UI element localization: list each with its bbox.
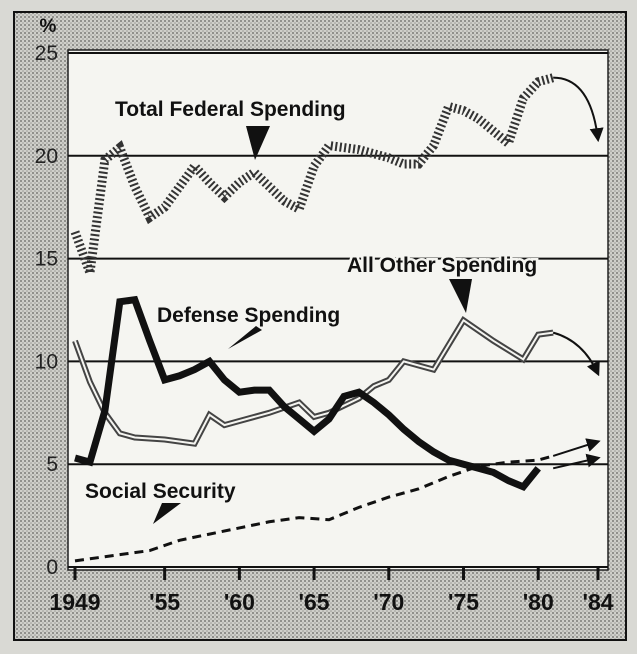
x-tick-label: '80 <box>523 589 554 615</box>
x-tick-label: 1949 <box>49 589 100 615</box>
x-tick-label: '84 <box>582 589 613 615</box>
y-tick-label: 20 <box>35 145 58 168</box>
series-layer <box>70 73 604 563</box>
y-tick-label: 0 <box>46 556 58 579</box>
series-line-all-other-inner <box>74 318 554 445</box>
y-tick-label: 5 <box>46 453 58 476</box>
label-all-other: All Other Spending <box>347 254 537 277</box>
total-label-pointer <box>246 126 270 160</box>
x-tick-label: '60 <box>224 589 255 615</box>
y-tick-label: 10 <box>35 350 58 373</box>
projection-social-security-upper <box>552 438 601 457</box>
projection-total-federal <box>553 76 604 143</box>
y-unit-label: % <box>40 16 57 37</box>
y-tick-label: 15 <box>35 248 58 271</box>
x-tick-label: '70 <box>373 589 404 615</box>
projection-all-other <box>552 331 600 377</box>
label-total-federal: Total Federal Spending <box>115 98 346 121</box>
label-social-security: Social Security <box>85 480 236 503</box>
social-label-pointer <box>153 503 181 524</box>
x-tick-label: '55 <box>149 589 180 615</box>
projection-social-security-lower <box>552 453 601 470</box>
grid-layer <box>68 52 608 568</box>
x-tick-label: '65 <box>299 589 330 615</box>
axis-layer: 0 5 10 15 20 25 1949 '55 '60 '65 '70 '75 '80 '84 <box>35 42 614 615</box>
label-defense: Defense Spending <box>157 304 340 327</box>
y-tick-label: 25 <box>35 42 58 65</box>
other-label-pointer <box>449 279 472 313</box>
defense-label-pointer <box>228 326 262 349</box>
x-tick-label: '75 <box>448 589 479 615</box>
series-line-defense <box>74 295 541 492</box>
label-layer: Total Federal Spending All Other Spending… <box>83 96 540 506</box>
series-line-social-security <box>74 454 554 563</box>
